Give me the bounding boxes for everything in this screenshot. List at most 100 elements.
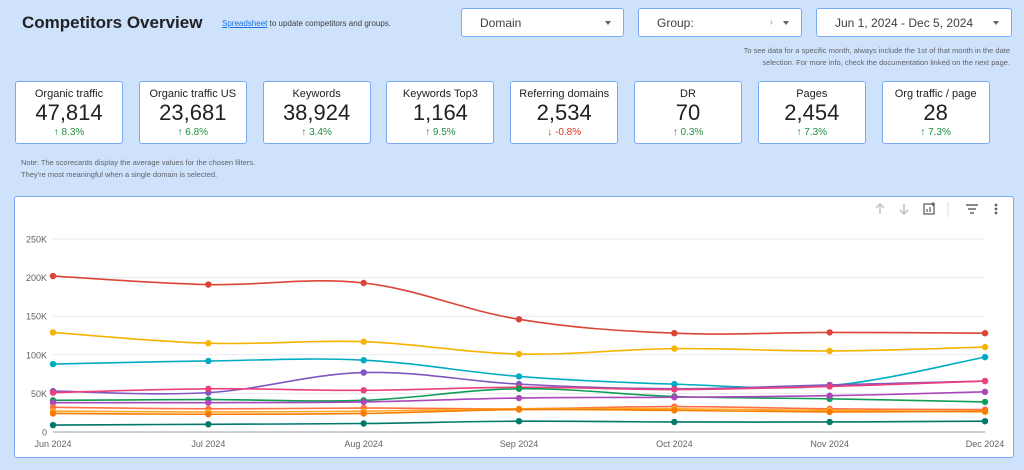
data-point[interactable] bbox=[826, 329, 833, 336]
scorecard-delta-value: 7.3% bbox=[804, 127, 828, 138]
scorecard[interactable]: Org traffic / page 28 ↑ 7.3% bbox=[881, 81, 990, 144]
spreadsheet-note-text: to update competitors and groups. bbox=[267, 19, 392, 28]
data-point[interactable] bbox=[360, 410, 367, 417]
scorecard-delta-value: 6.8% bbox=[185, 127, 209, 138]
data-point[interactable] bbox=[981, 377, 989, 385]
data-point[interactable] bbox=[205, 340, 212, 347]
arrow-up-icon: ↑ bbox=[672, 127, 681, 138]
data-point[interactable] bbox=[360, 398, 367, 406]
data-point[interactable] bbox=[671, 418, 678, 426]
scorecard[interactable]: DR 70 ↑ 0.3% bbox=[634, 81, 742, 144]
data-point[interactable] bbox=[671, 407, 678, 414]
arrow-up-icon[interactable] bbox=[875, 202, 885, 214]
data-point[interactable] bbox=[981, 417, 989, 425]
data-point[interactable] bbox=[981, 343, 989, 351]
domain-dropdown[interactable]: Domain bbox=[461, 8, 624, 37]
data-point[interactable] bbox=[981, 388, 989, 396]
data-point[interactable] bbox=[981, 353, 989, 361]
scorecard[interactable]: Keywords 38,924 ↑ 3.4% bbox=[262, 81, 371, 144]
data-point[interactable] bbox=[515, 394, 523, 402]
y-tick-label: 200K bbox=[26, 273, 47, 283]
y-tick-label: 250K bbox=[26, 235, 47, 245]
data-point[interactable] bbox=[826, 408, 833, 416]
spreadsheet-link[interactable]: Spreadsheet bbox=[222, 19, 268, 28]
scorecard-delta-value: 3.4% bbox=[309, 127, 332, 138]
data-point[interactable] bbox=[205, 281, 212, 288]
data-point[interactable] bbox=[826, 392, 833, 399]
data-point[interactable] bbox=[671, 380, 678, 388]
data-point[interactable] bbox=[515, 406, 523, 413]
data-point[interactable] bbox=[49, 399, 57, 406]
data-point[interactable] bbox=[205, 421, 212, 428]
chevron-down-icon bbox=[605, 20, 611, 25]
series-9 bbox=[49, 406, 989, 418]
scorecard-value: 2,534 bbox=[536, 100, 592, 125]
scorecard[interactable]: Referring domains 2,534 ↓ -0.8% bbox=[510, 81, 619, 144]
data-point[interactable] bbox=[49, 360, 57, 368]
chart-svg: 0 50K 100K 150K 200K 250K Jun 2024 Jul 2024 Aug … bbox=[26, 202, 1004, 449]
arrow-down-icon: ↓ bbox=[547, 127, 556, 138]
data-point[interactable] bbox=[205, 357, 212, 365]
scorecard-label: Org traffic / page bbox=[894, 88, 977, 100]
scorecard-delta: ↑ 7.3% bbox=[883, 127, 989, 138]
arrow-down-icon[interactable] bbox=[899, 204, 909, 216]
data-point[interactable] bbox=[360, 369, 367, 376]
data-point[interactable] bbox=[981, 407, 989, 415]
domain-dropdown-label: Domain bbox=[480, 15, 522, 30]
spreadsheet-note: Spreadsheet to update competitors and gr… bbox=[222, 19, 391, 28]
data-point[interactable] bbox=[515, 385, 523, 392]
x-tick-label: Sep 2024 bbox=[500, 439, 539, 449]
data-point[interactable] bbox=[205, 399, 212, 406]
data-point[interactable] bbox=[981, 329, 989, 337]
scorecard-value: 1,164 bbox=[412, 100, 468, 125]
data-point[interactable] bbox=[515, 373, 523, 380]
data-point[interactable] bbox=[826, 383, 833, 390]
date-range-picker[interactable]: Jun 1, 2024 - Dec 5, 2024 bbox=[816, 8, 1012, 37]
arrow-up-icon: ↑ bbox=[53, 127, 62, 138]
data-point[interactable] bbox=[49, 272, 57, 280]
scorecard[interactable]: Organic traffic US 23,681 ↑ 6.8% bbox=[138, 81, 247, 144]
data-point[interactable] bbox=[49, 421, 57, 429]
data-point[interactable] bbox=[49, 389, 57, 396]
traffic-line-chart: 0 50K 100K 150K 200K 250K Jun 2024 Jul 2024 Aug … bbox=[14, 196, 1014, 458]
data-point[interactable] bbox=[360, 357, 367, 364]
data-point[interactable] bbox=[515, 316, 523, 323]
scorecard-delta: ↑ 6.8% bbox=[140, 127, 246, 138]
group-dropdown[interactable]: Group: › bbox=[638, 8, 802, 37]
data-point[interactable] bbox=[360, 387, 367, 394]
data-point[interactable] bbox=[360, 420, 367, 427]
scorecard-delta-value: -0.8% bbox=[555, 127, 582, 138]
filter-icon[interactable] bbox=[966, 204, 978, 214]
scorecard-label: DR bbox=[680, 88, 696, 100]
data-point[interactable] bbox=[205, 411, 212, 418]
data-point[interactable] bbox=[360, 279, 367, 287]
data-point[interactable] bbox=[515, 417, 523, 425]
scorecard-label: Pages bbox=[796, 88, 828, 100]
chart-toolbar bbox=[875, 202, 998, 217]
data-point[interactable] bbox=[981, 398, 989, 406]
data-point[interactable] bbox=[49, 329, 57, 336]
y-tick-label: 0 bbox=[42, 428, 47, 438]
date-selection-note: To see data for a specific month, always… bbox=[743, 46, 1010, 67]
scorecard[interactable]: Organic traffic 47,814 ↑ 8.3% bbox=[15, 81, 123, 144]
scorecard-note: Note: The scorecards display the average… bbox=[21, 158, 256, 179]
data-point[interactable] bbox=[360, 338, 367, 345]
more-vert-icon[interactable] bbox=[994, 203, 998, 215]
export-chart-icon[interactable] bbox=[923, 202, 935, 215]
scorecard[interactable]: Pages 2,454 ↑ 7.3% bbox=[757, 81, 866, 144]
series-line bbox=[52, 275, 986, 335]
data-point[interactable] bbox=[49, 410, 57, 417]
data-point[interactable] bbox=[671, 386, 678, 393]
y-tick-label: 100K bbox=[26, 350, 47, 360]
data-point[interactable] bbox=[671, 394, 678, 401]
data-point[interactable] bbox=[826, 418, 833, 426]
data-point[interactable] bbox=[515, 350, 523, 358]
arrow-up-icon: ↑ bbox=[425, 127, 433, 138]
series-6 bbox=[49, 388, 989, 406]
data-point[interactable] bbox=[671, 329, 678, 337]
scorecard-delta: ↑ 8.3% bbox=[16, 127, 122, 138]
data-point[interactable] bbox=[205, 385, 212, 392]
data-point[interactable] bbox=[826, 347, 833, 355]
data-point[interactable] bbox=[671, 345, 678, 352]
scorecard[interactable]: Keywords Top3 1,164 ↑ 9.5% bbox=[386, 81, 495, 144]
